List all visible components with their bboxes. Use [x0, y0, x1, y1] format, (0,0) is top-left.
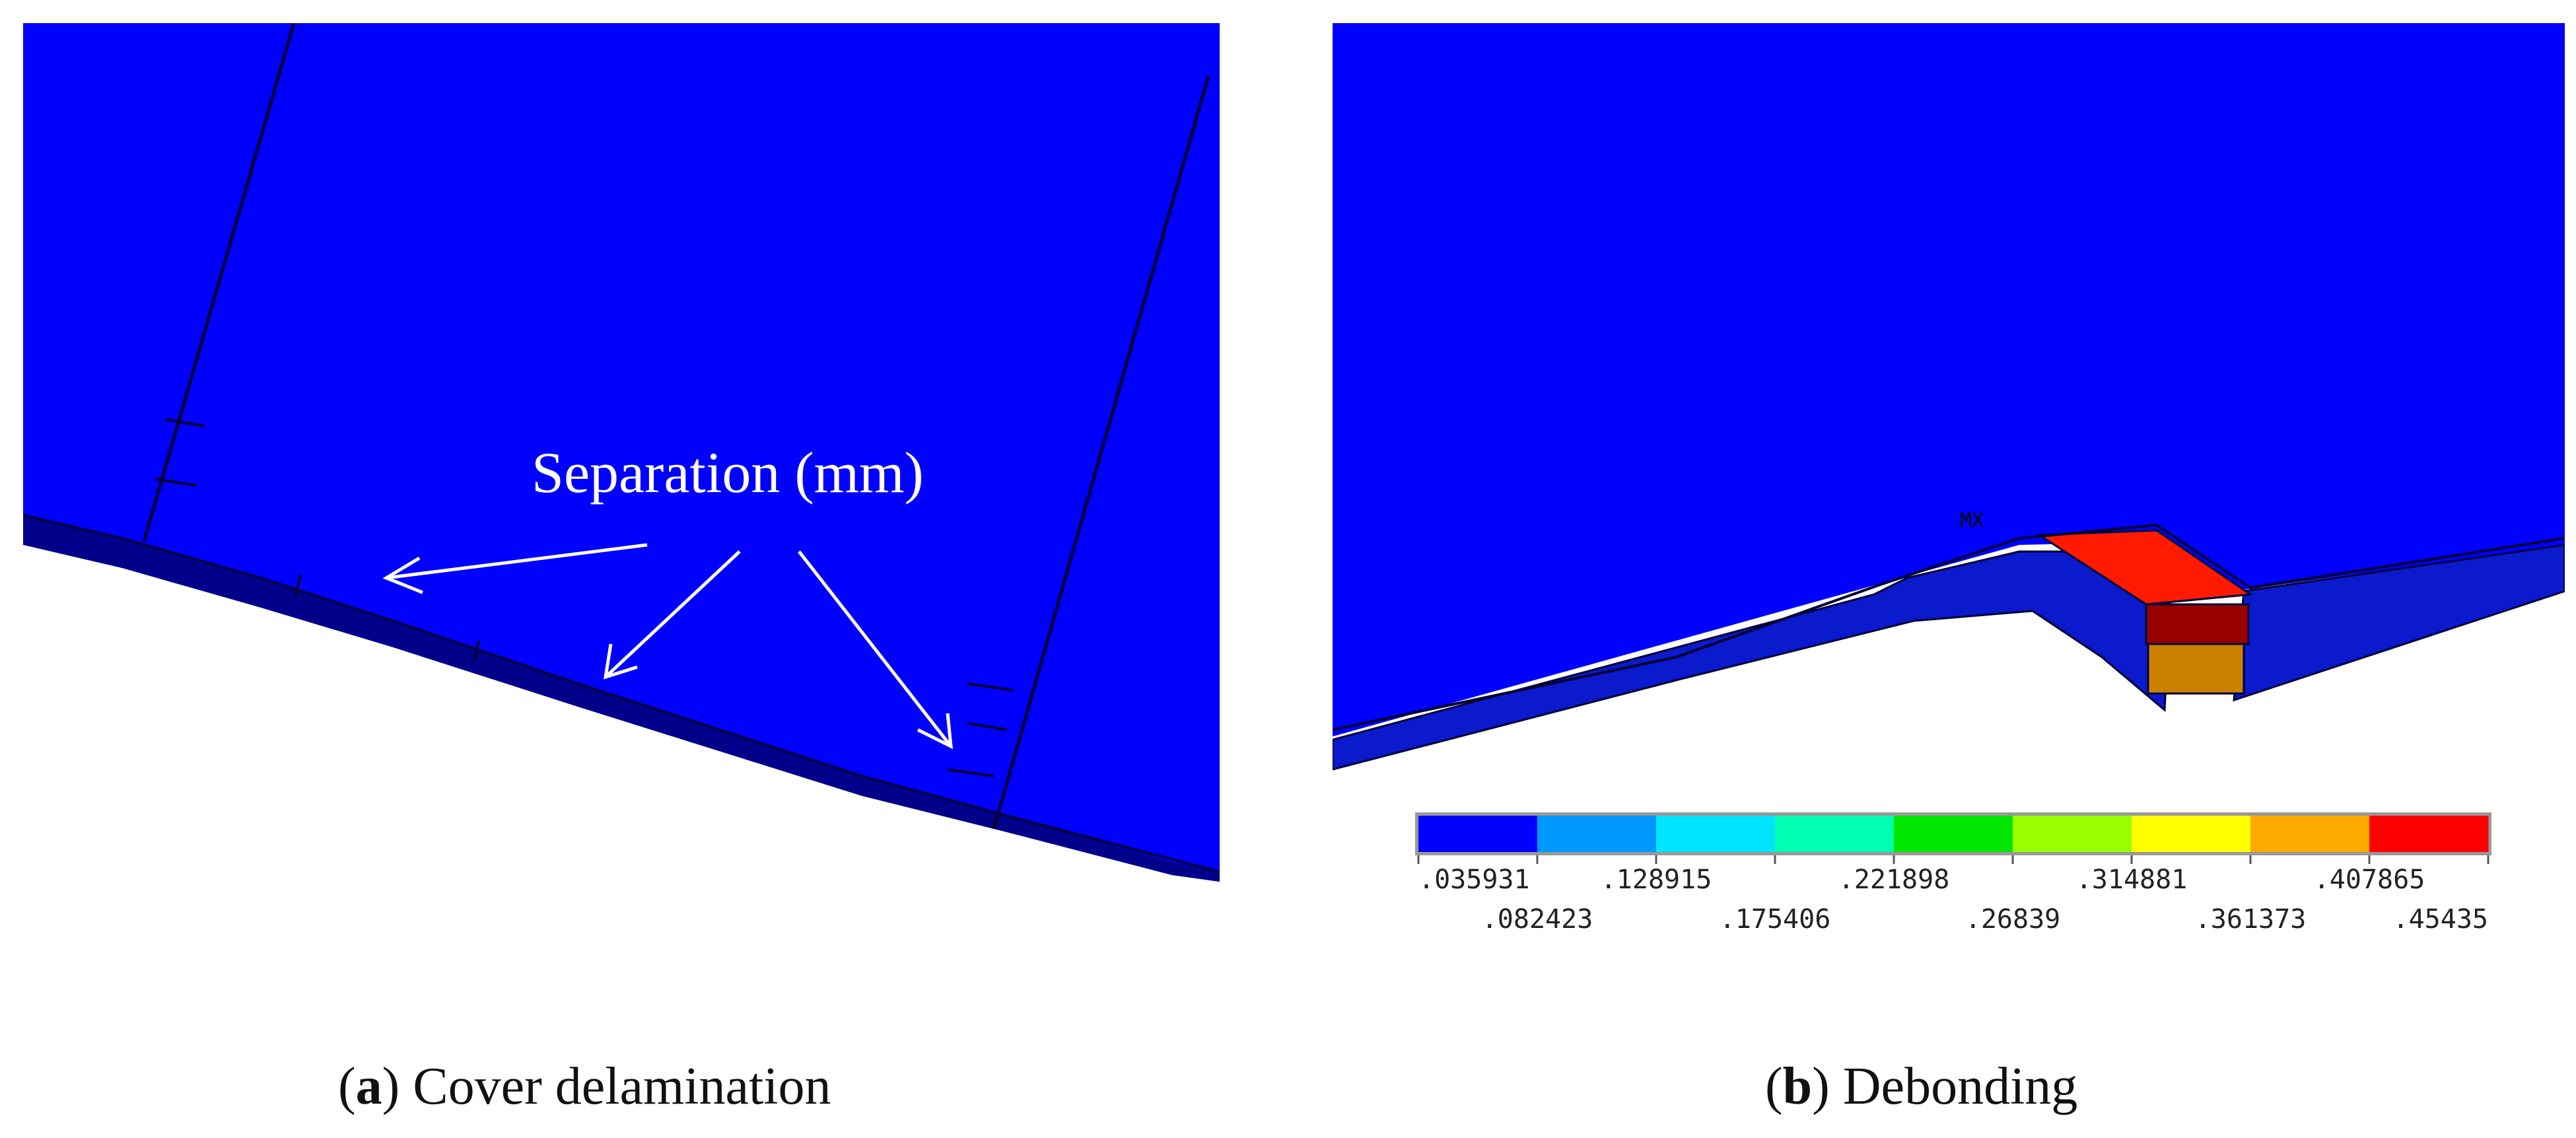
mesh-ticks — [155, 418, 1014, 777]
colorbar-label-bottom: .26839 — [1965, 904, 2061, 935]
debond-dark-red — [2145, 603, 2250, 645]
colorbar-label-top: .314881 — [2076, 865, 2188, 895]
colorbar-label-bottom: .175406 — [1720, 904, 1831, 935]
colorbar-segment — [1418, 816, 1538, 852]
debond-orange — [2147, 643, 2245, 695]
colorbar-label-top: .035931 — [1418, 865, 1530, 895]
colorbar-segment — [1537, 816, 1657, 852]
colorbar-label-bottom: .082423 — [1482, 904, 1593, 935]
caption-b-letter: b — [1782, 1057, 1813, 1116]
colorbar-label-bottom: .361373 — [2195, 904, 2307, 935]
debond-hot-top — [2036, 529, 2254, 606]
colorbar-segment — [1656, 816, 1776, 852]
colorbar: .035931 .128915 .221898 .314881 .407865 .0824… — [1415, 812, 2491, 935]
model-surface — [23, 23, 1220, 878]
mx-marker: MX — [1960, 509, 1984, 532]
caption-a-letter: a — [355, 1057, 382, 1116]
caption-b-text: Debonding — [1842, 1057, 2078, 1116]
colorbar-segment — [1894, 816, 2013, 852]
skin-outline — [1333, 523, 2565, 731]
caption-b: (b) Debonding — [1765, 1057, 2078, 1116]
model-surface — [1333, 23, 2565, 736]
panel-debonding: MX .035931.128915.221898.314881.407865.0… — [1333, 23, 2565, 954]
caption-a: (a) Cover delamination — [338, 1057, 831, 1116]
delamination-model-view: Separation (mm) — [23, 23, 1220, 882]
stiffener-left-flank — [1333, 550, 2173, 771]
separation-annotation: Separation (mm) — [532, 441, 924, 505]
colorbar-label-top: .221898 — [1838, 865, 1950, 895]
panel-cover-delamination: Separation (mm) — [23, 23, 1220, 954]
stiffener-line-right — [992, 75, 1210, 830]
colorbar-segment — [2369, 816, 2489, 852]
caption-a-text: Cover delamination — [413, 1057, 831, 1116]
colorbar-segment — [2132, 816, 2251, 852]
colorbar-label-top: .407865 — [2314, 865, 2425, 895]
colorbar-segment — [2250, 816, 2370, 852]
colorbar-segment — [2013, 816, 2132, 852]
debonding-model-view: MX .035931.128915.221898.314881.407865.0… — [1333, 23, 2565, 935]
colorbar-label-bottom: .45435 — [2393, 904, 2489, 935]
colorbar-label-top: .128915 — [1601, 865, 1712, 895]
skin-line — [23, 514, 1220, 873]
separation-arrows — [382, 543, 953, 750]
stiffener-line-left — [142, 23, 296, 542]
colorbar-segment — [1775, 816, 1895, 852]
